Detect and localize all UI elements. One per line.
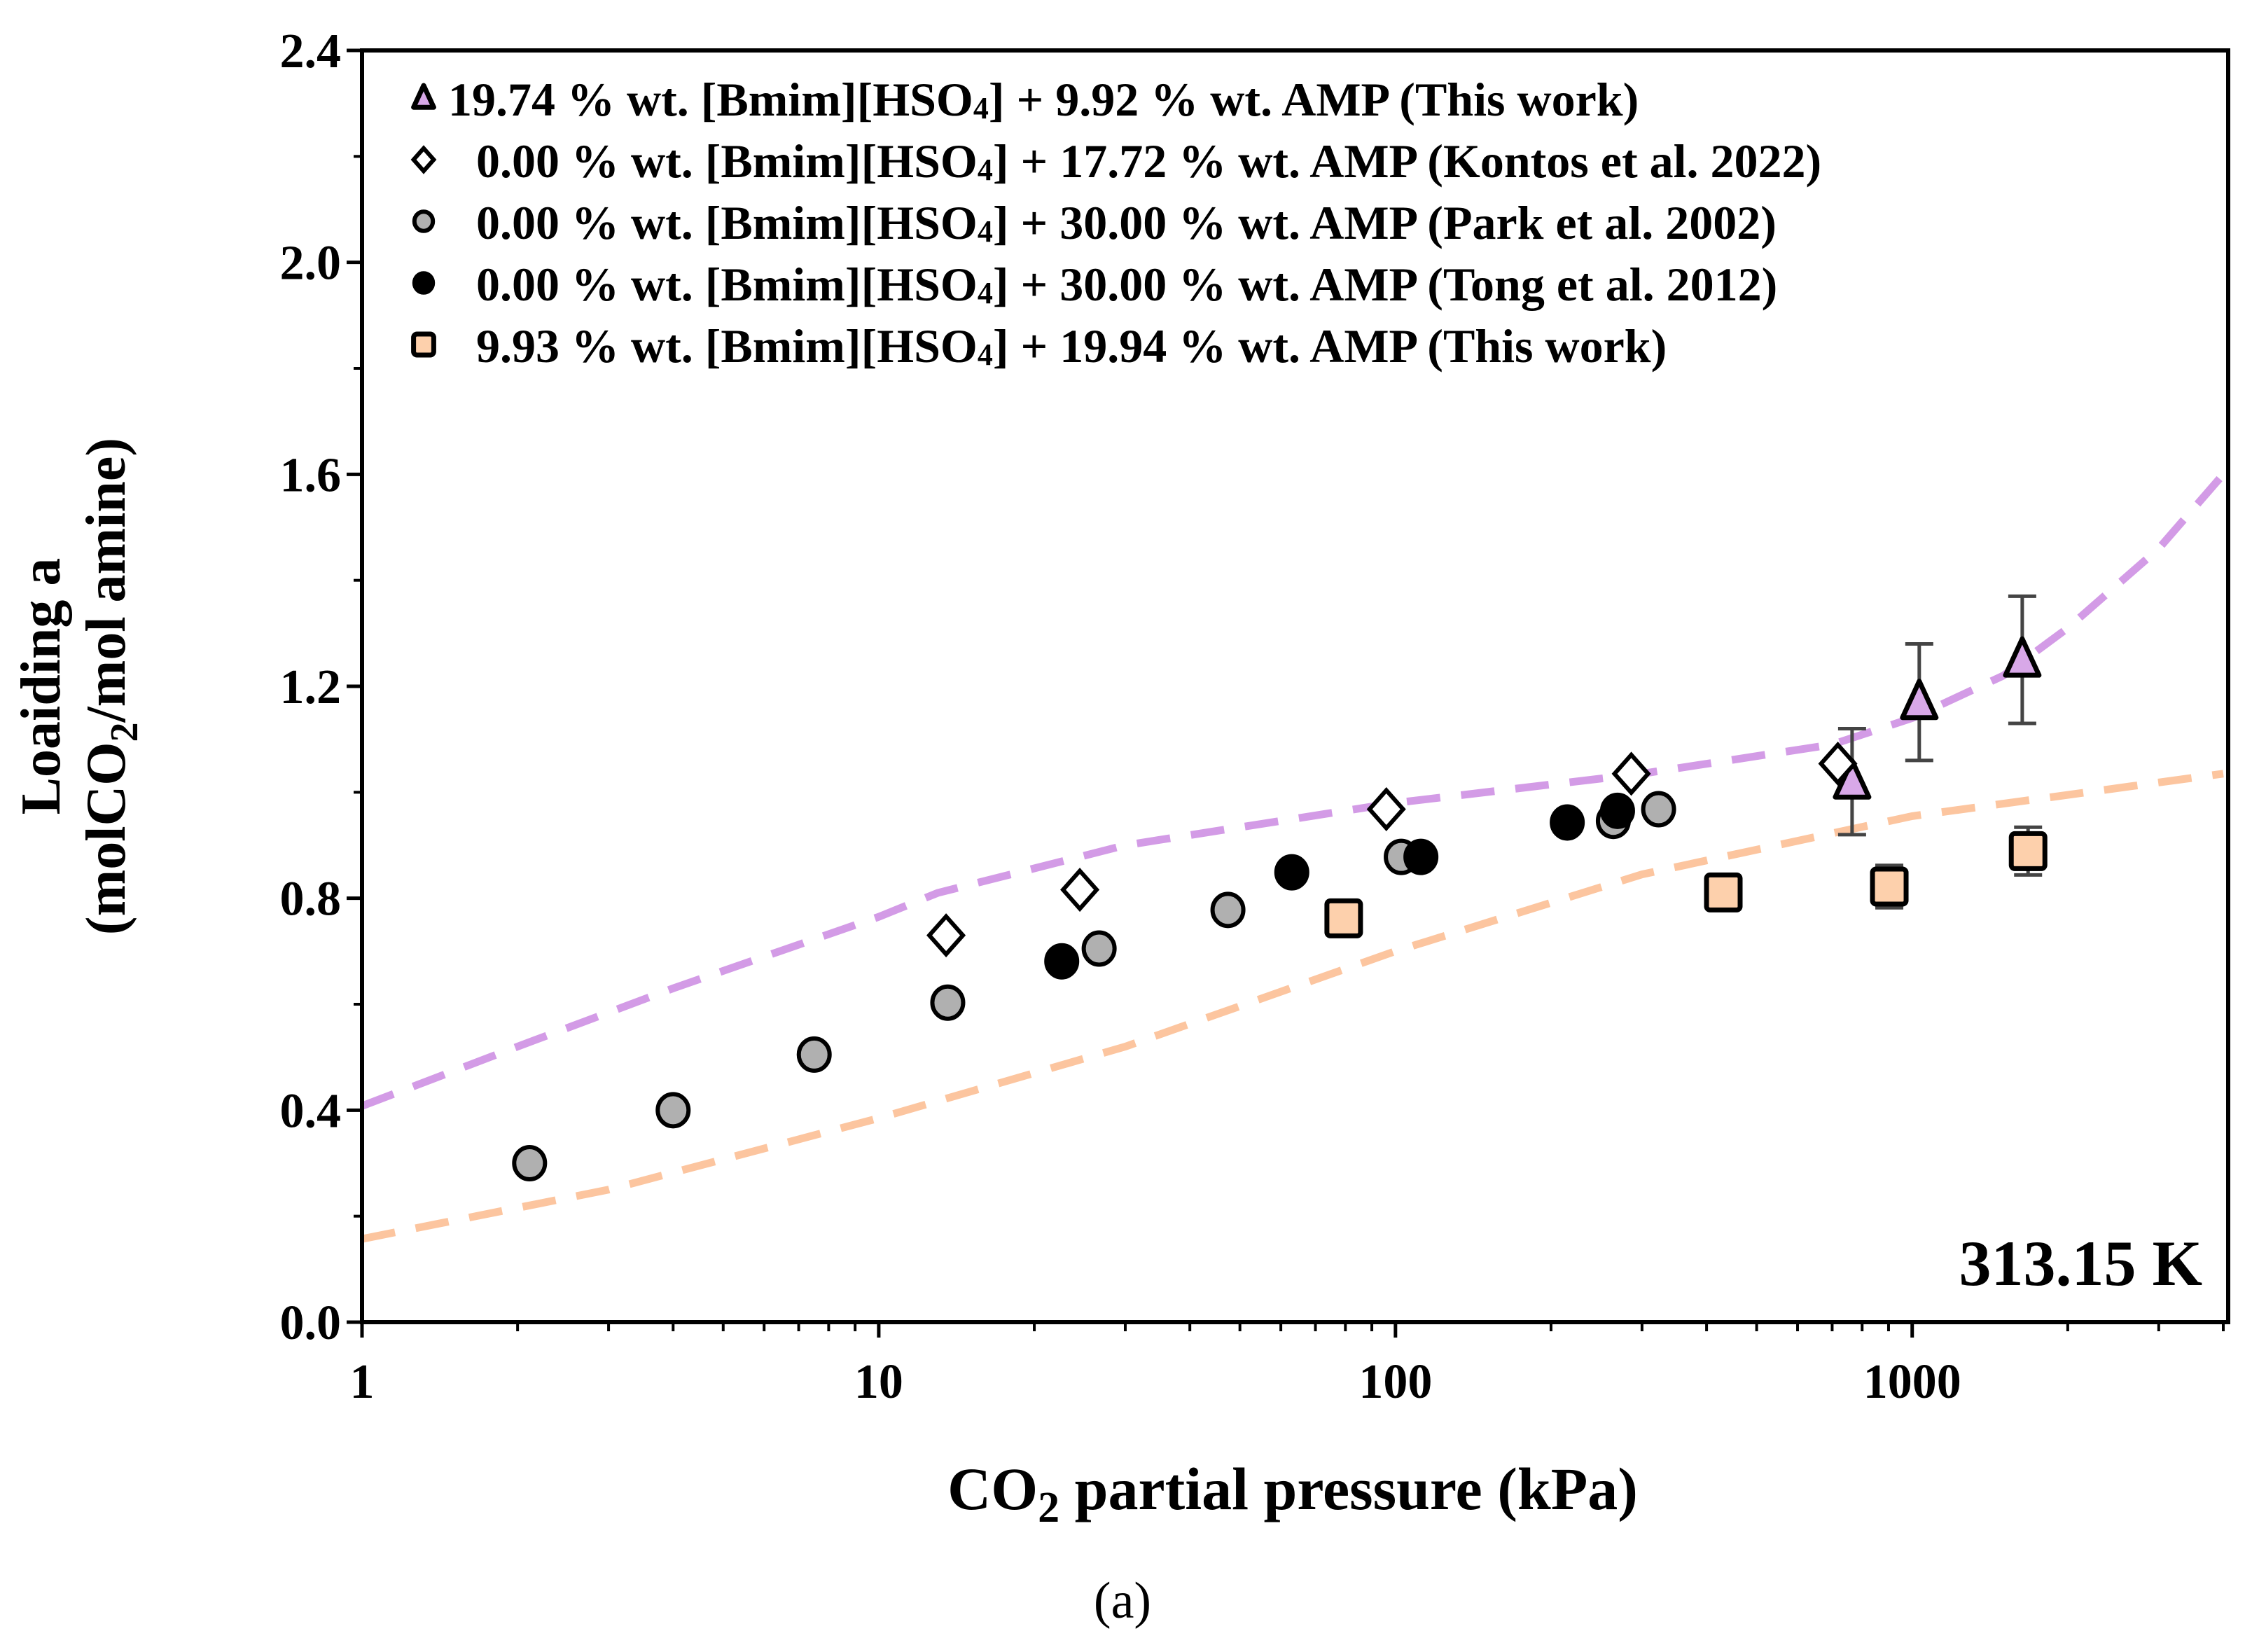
legend-label: 19.74 % wt. [Bmim][HSO4] + 9.92 % wt. AM…	[448, 73, 1639, 126]
legend-label-part: 0.00 % wt. [Bmim][HSO	[476, 196, 978, 249]
figure-caption: (a)	[1094, 1572, 1151, 1630]
legend-label-part: ] + 17.72 % wt. AMP (Kontos et al. 2022)	[993, 134, 1821, 188]
legend-label: 9.93 % wt. [Bmim][HSO4] + 19.94 % wt. AM…	[476, 319, 1667, 373]
legend-marker-triangle	[411, 83, 436, 110]
legend-marker-circle	[412, 271, 436, 295]
data-point-circle-series-3	[1550, 804, 1585, 841]
data-points	[512, 594, 2048, 1181]
data-point-triangle-series-0	[2003, 636, 2042, 678]
y-tick-label: 2.0	[280, 237, 342, 291]
x-axis-label-part: CO	[947, 1455, 1038, 1522]
data-point-circle-series-2	[796, 1036, 832, 1073]
y-tick-label: 2.4	[280, 25, 342, 78]
legend-marker-diamond	[410, 145, 437, 174]
model-curves	[361, 471, 2227, 1243]
model-orange-line	[361, 770, 2224, 1243]
y-axis-label-line2-part: (molCO	[76, 742, 137, 936]
y-tick-label: 1.6	[280, 448, 342, 502]
legend-label-part: ] + 30.00 % wt. AMP (Park et al. 2002)	[993, 196, 1777, 249]
data-point-diamond-series-1	[1818, 741, 1858, 786]
data-point-circle-series-3	[1403, 838, 1439, 875]
data-point-circle-series-2	[930, 984, 966, 1021]
y-tick-label: 0.0	[280, 1296, 342, 1350]
y-axis-label-line2-part: /mol amine)	[76, 438, 137, 723]
legend-label-subscript: 4	[978, 338, 993, 372]
data-point-diamond-series-1	[1366, 787, 1406, 832]
legend-marker-square	[411, 331, 436, 358]
x-axis-label-part: partial pressure (kPa)	[1059, 1455, 1638, 1522]
data-point-circle-series-2	[655, 1092, 691, 1129]
legend-label-part: 0.00 % wt. [Bmim][HSO	[476, 134, 978, 188]
y-tick-label: 0.4	[280, 1084, 342, 1138]
legend-label-subscript: 4	[978, 276, 993, 310]
data-point-circle-series-2	[1210, 891, 1246, 929]
data-point-circle-series-3	[1274, 854, 1309, 891]
legend-label: 0.00 % wt. [Bmim][HSO4] + 17.72 % wt. AM…	[476, 134, 1821, 188]
y-tick-label: 1.2	[280, 660, 342, 714]
data-point-square-series-4	[1324, 898, 1363, 938]
legend-label-part: 0.00 % wt. [Bmim][HSO	[476, 258, 978, 311]
y-axis-label-line1: Loaiding a	[11, 558, 72, 815]
data-point-square-series-4	[1704, 872, 1743, 912]
legend-label-part: 19.74 % wt. [Bmim][HSO	[448, 73, 973, 126]
data-point-diamond-series-1	[1611, 751, 1651, 796]
data-point-square-series-4	[2008, 831, 2048, 871]
data-point-circle-series-3	[1044, 943, 1080, 980]
x-tick-label: 1	[350, 1355, 375, 1409]
x-tick-label: 1000	[1863, 1355, 1961, 1409]
x-tick-label: 100	[1358, 1355, 1432, 1409]
legend-label-part: 9.93 % wt. [Bmim][HSO	[476, 319, 978, 373]
legend-label-subscript: 4	[978, 214, 993, 249]
data-point-circle-series-3	[1599, 792, 1635, 829]
y-axis-label-line2: (molCO2/mol amine)	[76, 438, 146, 935]
data-point-square-series-4	[1870, 866, 1909, 907]
data-point-circle-series-2	[1641, 791, 1676, 828]
legend-label: 0.00 % wt. [Bmim][HSO4] + 30.00 % wt. AM…	[476, 258, 1777, 311]
x-tick-label: 10	[854, 1355, 903, 1409]
y-axis-label-line2-subscript: 2	[103, 723, 146, 742]
temperature-annotation: 313.15 K	[1959, 1228, 2202, 1299]
data-point-circle-series-2	[1081, 930, 1117, 967]
data-point-circle-series-2	[512, 1145, 548, 1181]
y-tick-label: 0.8	[280, 873, 342, 926]
data-point-diamond-series-1	[1060, 868, 1100, 912]
legend: 19.74 % wt. [Bmim][HSO4] + 9.92 % wt. AM…	[410, 73, 1821, 373]
model-purple-line	[361, 471, 2227, 1110]
legend-label-part: ] + 30.00 % wt. AMP (Tong et al. 2012)	[993, 258, 1777, 311]
legend-marker-circle	[412, 209, 436, 233]
x-axis-label-subscript: 2	[1038, 1484, 1059, 1532]
x-axis-label: CO2 partial pressure (kPa)	[947, 1455, 1638, 1532]
legend-label-part: ] + 19.94 % wt. AMP (This work)	[993, 319, 1667, 373]
legend-label-subscript: 4	[978, 153, 993, 187]
data-point-diamond-series-1	[926, 913, 966, 958]
legend-label-part: ] + 9.92 % wt. AMP (This work)	[989, 73, 1639, 126]
legend-label: 0.00 % wt. [Bmim][HSO4] + 30.00 % wt. AM…	[476, 196, 1777, 249]
legend-label-subscript: 4	[973, 91, 989, 125]
data-point-triangle-series-0	[1900, 679, 1939, 721]
